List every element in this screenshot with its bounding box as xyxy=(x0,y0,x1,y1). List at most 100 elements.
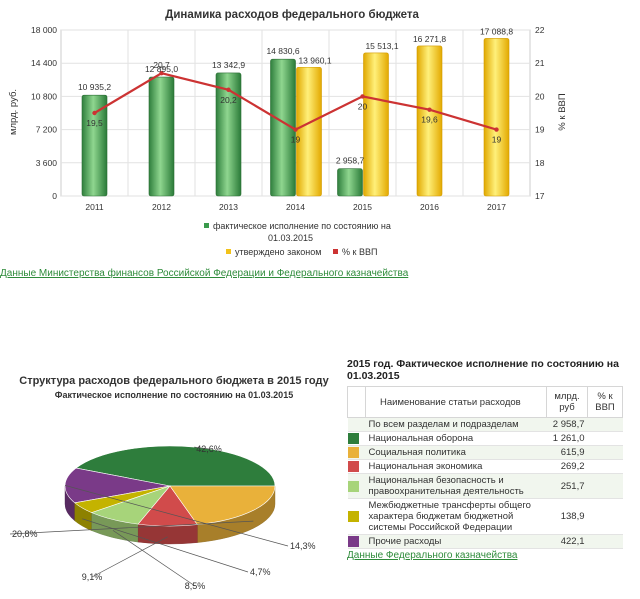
row-swatch xyxy=(347,459,366,475)
row-pct xyxy=(587,431,623,447)
pie-leader-9,1% xyxy=(91,536,168,578)
row-pct xyxy=(587,459,623,475)
row-name: Прочие расходы xyxy=(365,534,547,550)
gdp-point-2016 xyxy=(427,107,432,112)
header-name: Наименование статьи расходов xyxy=(365,386,547,418)
bar-approved-2016 xyxy=(416,45,443,197)
row-swatch xyxy=(347,534,366,550)
row-name: Национальная экономика xyxy=(365,459,547,475)
row-swatch xyxy=(347,431,366,447)
row-value: 251,7 xyxy=(546,473,588,500)
table-row: Национальная безопасность и правоохранит… xyxy=(347,473,623,500)
pie-side-9,1% xyxy=(137,523,198,545)
row-pct xyxy=(587,498,623,536)
pie-leader-8,5% xyxy=(112,530,196,587)
color-swatch xyxy=(347,480,359,492)
bar-label-actual-2015: 2 958,7 xyxy=(336,156,365,166)
pie-leader-42,6% xyxy=(194,446,210,450)
x-tick-2014: 2014 xyxy=(286,202,305,212)
expense-table-header: Наименование статьи расходов млрд. руб %… xyxy=(347,386,623,418)
gdp-point-2013 xyxy=(226,87,231,92)
bar-label-actual-2012: 12 895,0 xyxy=(145,64,178,74)
x-tick-2012: 2012 xyxy=(152,202,171,212)
right-tick: 17 xyxy=(535,191,545,201)
row-value: 138,9 xyxy=(546,498,588,536)
table-row: Прочие расходы 422,1 xyxy=(347,534,623,550)
bar-chart-title: Динамика расходов федерального бюджета xyxy=(165,9,419,21)
row-value: 2 958,7 xyxy=(546,417,588,432)
expense-table: Наименование статьи расходов млрд. руб %… xyxy=(347,386,623,550)
right-tick: 19 xyxy=(535,125,545,135)
legend-swatch-gdp xyxy=(333,249,338,254)
row-pct xyxy=(587,417,623,432)
table-row: Социальная политика 615,9 xyxy=(347,445,623,461)
bar-label-actual-2013: 13 342,9 xyxy=(212,60,245,70)
legend-swatch-approved xyxy=(226,249,231,254)
gdp-label-2013: 20,2 xyxy=(220,95,237,105)
pie-slice-42,6% xyxy=(75,445,276,487)
row-pct xyxy=(587,473,623,500)
pie-label-14,3%: 14,3% xyxy=(290,541,316,551)
header-value: млрд. руб xyxy=(546,386,588,418)
row-name: Социальная политика xyxy=(365,445,547,461)
row-value: 422,1 xyxy=(546,534,588,550)
x-tick-2016: 2016 xyxy=(420,202,439,212)
bar-label-actual-2014: 14 830,6 xyxy=(266,46,299,56)
right-tick: 18 xyxy=(535,158,545,168)
row-value: 1 261,0 xyxy=(546,431,588,447)
bar-actual-2012 xyxy=(148,76,175,197)
gdp-point-2015 xyxy=(360,94,365,99)
gdp-point-2011 xyxy=(92,110,97,116)
x-tick-2011: 2011 xyxy=(85,202,104,212)
source-link-minfin[interactable]: Данные Министерства финансов Российской … xyxy=(0,268,409,279)
left-tick: 3 600 xyxy=(36,158,58,168)
header-swatch xyxy=(347,386,366,418)
pie-label-4,7%: 4,7% xyxy=(250,567,271,577)
color-swatch xyxy=(347,461,359,473)
pie-chart-subtitle: Фактическое исполнение по состоянию на 0… xyxy=(55,390,293,400)
gdp-label-2014: 19 xyxy=(291,135,301,145)
left-tick: 10 800 xyxy=(31,91,57,101)
right-tick: 21 xyxy=(535,58,545,68)
table-row: По всем разделам и подразделам 2 958,7 xyxy=(347,417,623,432)
bar-label-approved-2014: 13 960,1 xyxy=(298,55,331,65)
gdp-point-2014 xyxy=(293,127,298,132)
gdp-label-2012: 20,7 xyxy=(153,60,170,70)
row-swatch xyxy=(347,445,366,461)
legend-actual-line1: фактическое исполнение по состоянию на xyxy=(213,221,391,231)
budget-structure-pie: Структура расходов федерального бюджета … xyxy=(9,375,330,591)
row-swatch xyxy=(347,417,366,432)
budget-dynamics-chart: Динамика расходов федерального бюджета м… xyxy=(8,9,568,257)
gdp-label-2015: 20 xyxy=(358,101,368,111)
color-swatch xyxy=(347,433,359,444)
color-swatch xyxy=(347,447,359,459)
legend-swatch-actual xyxy=(204,223,209,228)
row-swatch xyxy=(347,473,366,500)
row-name: Национальная оборона xyxy=(365,431,547,447)
table-row: Национальная оборона 1 261,0 xyxy=(347,431,623,447)
pie-label-8,5%: 8,5% xyxy=(185,581,206,591)
source-link-treasury[interactable]: Данные Федерального казначейства xyxy=(347,550,518,562)
left-tick: 18 000 xyxy=(31,25,57,35)
table-row: Национальная экономика 269,2 xyxy=(347,459,623,475)
row-name: По всем разделам и подразделам xyxy=(365,417,547,432)
x-tick-2015: 2015 xyxy=(353,202,372,212)
pie-leader-4,7% xyxy=(82,518,249,573)
left-tick: 0 xyxy=(52,191,57,201)
left-tick: 7 200 xyxy=(36,125,58,135)
row-value: 269,2 xyxy=(546,459,588,475)
gdp-label-2016: 19,6 xyxy=(421,115,438,125)
bar-approved-2014 xyxy=(296,66,322,197)
pie-label-9,1%: 9,1% xyxy=(82,572,103,582)
header-pct: % к ВВП xyxy=(587,386,623,418)
legend-gdp: % к ВВП xyxy=(342,247,377,257)
bar-approved-2015 xyxy=(363,52,389,197)
left-tick: 14 400 xyxy=(31,58,57,68)
left-axis-label: млрд. руб. xyxy=(8,89,19,135)
legend-actual-line2: 01.03.2015 xyxy=(268,233,313,243)
bar-label-approved-2016: 16 271,8 xyxy=(413,34,446,44)
table-row: Межбюджетные трансферты общего характера… xyxy=(347,498,623,536)
bar-label-approved-2015: 15 513,1 xyxy=(365,41,398,51)
gdp-label-2011: 19,5 xyxy=(86,118,103,128)
pie-label-20,8%: 20,8% xyxy=(12,529,38,539)
